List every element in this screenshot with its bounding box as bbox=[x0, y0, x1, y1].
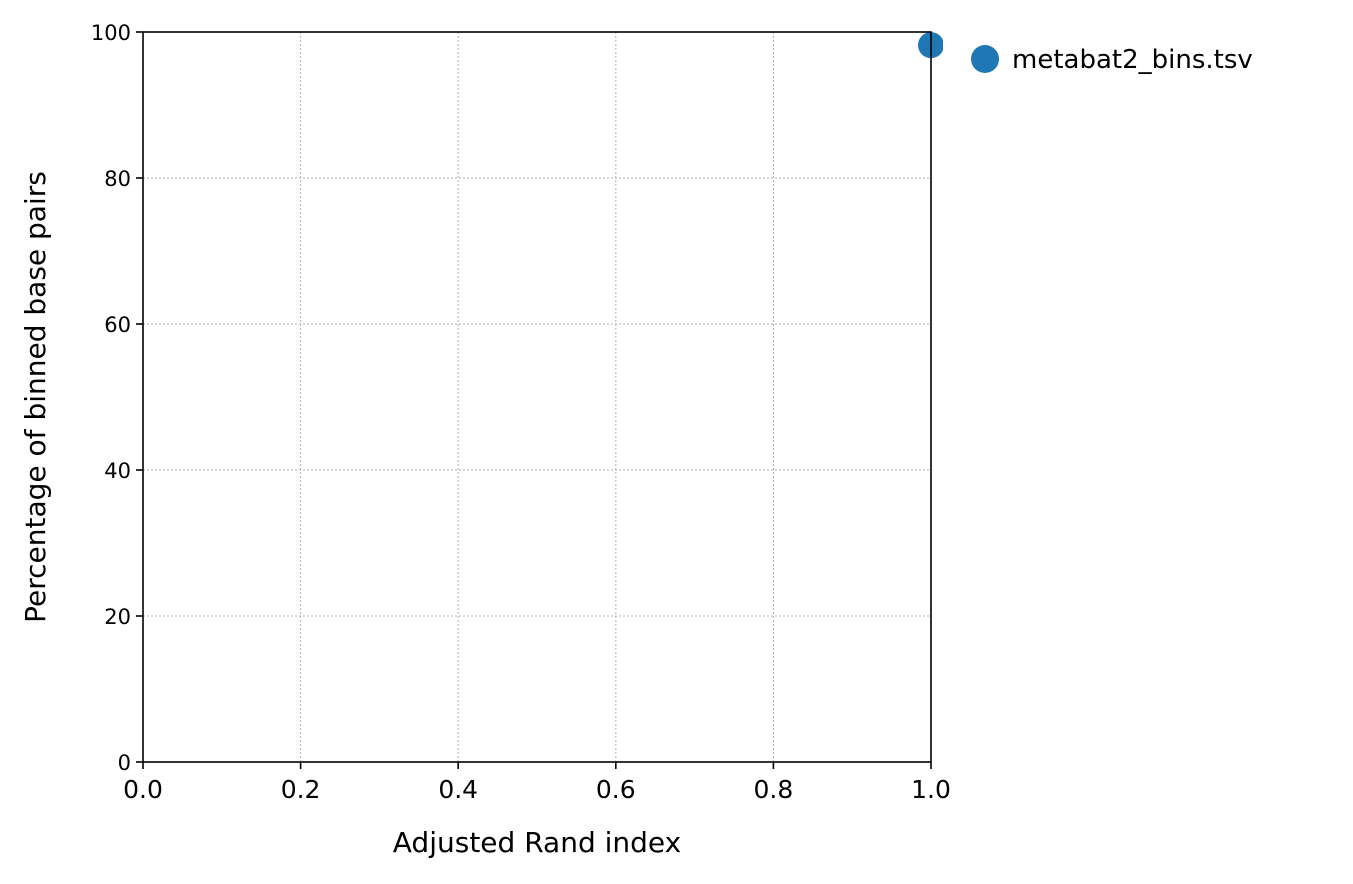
plot-frame bbox=[142, 31, 932, 763]
x-tick-label: 0.4 bbox=[438, 775, 478, 804]
x-tick-label: 0.8 bbox=[754, 775, 794, 804]
x-tick-label: 0.2 bbox=[281, 775, 321, 804]
y-axis-label: Percentage of binned base pairs bbox=[19, 171, 52, 623]
y-tick-label: 80 bbox=[104, 167, 131, 191]
y-tick-label: 100 bbox=[91, 21, 131, 45]
x-tick-label: 0.0 bbox=[123, 775, 163, 804]
legend-marker bbox=[971, 45, 999, 73]
y-tick-label: 40 bbox=[104, 459, 131, 483]
x-tick-label: 0.6 bbox=[596, 775, 636, 804]
legend: metabat2_bins.tsv bbox=[971, 45, 1253, 75]
y-tick-label: 0 bbox=[118, 751, 131, 775]
axis-ticks: 0.0 0.2 0.4 0.6 0.8 1.0 0 20 40 60 80 100 bbox=[91, 21, 951, 804]
x-axis-label: Adjusted Rand index bbox=[393, 826, 681, 859]
y-tick-label: 20 bbox=[104, 605, 131, 629]
grid bbox=[142, 31, 932, 763]
x-tick-label: 1.0 bbox=[911, 775, 951, 804]
legend-label: metabat2_bins.tsv bbox=[1012, 45, 1253, 75]
y-tick-label: 60 bbox=[104, 313, 131, 337]
